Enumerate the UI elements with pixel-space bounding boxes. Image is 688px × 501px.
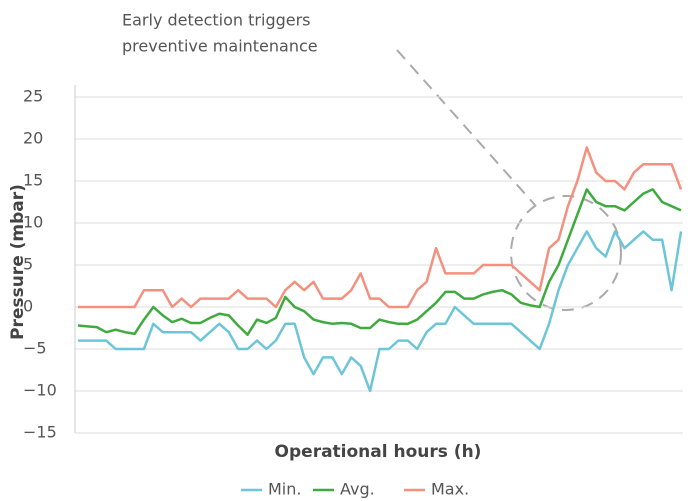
y-tick-label: −15 [23,423,57,442]
annotation: Early detection triggers [122,11,311,30]
y-axis-label: Pressure (mbar) [8,184,28,340]
x-axis-label: Operational hours (h) [275,442,482,462]
annotation-pointer [396,49,536,206]
series-line [78,230,683,393]
legend-label: Avg. [340,480,375,499]
annotation: preventive maintenance [122,37,318,56]
y-tick-label: 15 [23,171,43,190]
y-tick-label: −10 [23,381,57,400]
y-tick-label: 10 [23,213,43,232]
series-line [78,146,683,309]
highlight-circle [510,195,622,311]
legend-label: Max. [431,480,469,499]
y-tick-label: 0 [23,297,33,316]
y-tick-label: −5 [23,339,47,358]
y-tick-label: 25 [23,87,43,106]
series-line [77,188,682,336]
y-tick-label: 20 [23,129,43,148]
legend-label: Min. [268,480,301,499]
y-tick-label: 5 [23,255,33,274]
